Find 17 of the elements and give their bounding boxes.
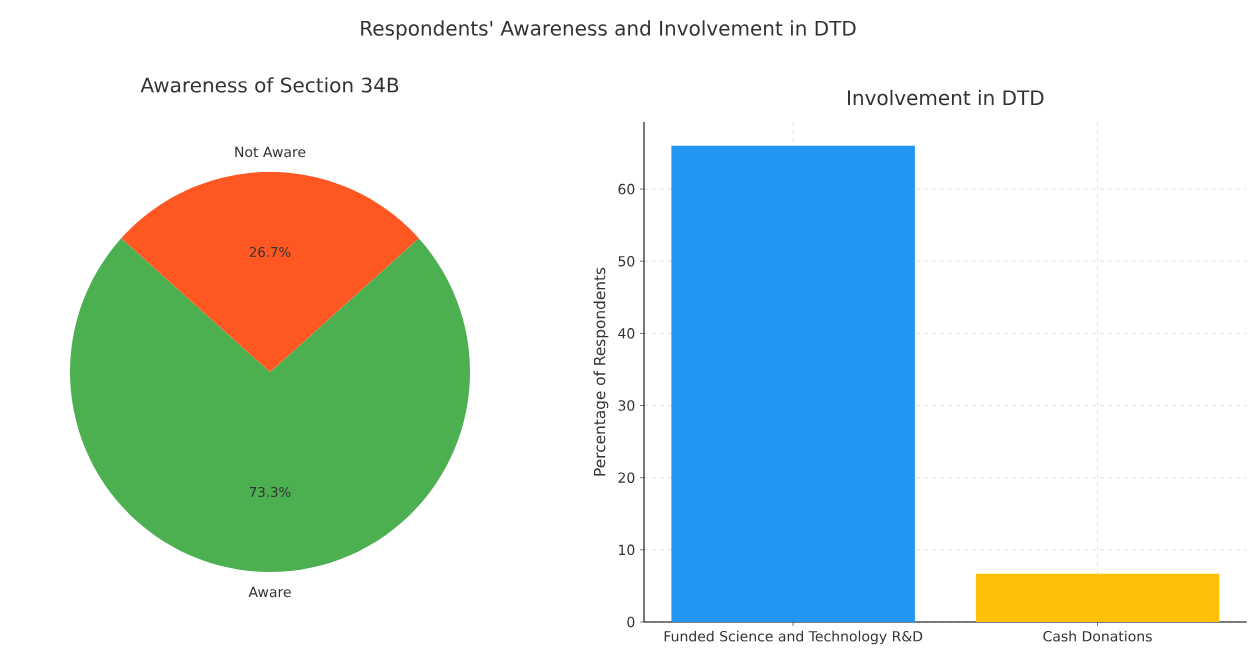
slice-label: Aware <box>248 586 291 598</box>
x-tick-label: Funded Science and Technology R&D <box>664 630 923 645</box>
y-tick-label: 10 <box>619 544 635 556</box>
text: Respondents' Awareness and Involvement in DTD <box>361 20 856 40</box>
slice-label: Not Aware <box>235 146 306 158</box>
y-tick-label: 30 <box>618 400 635 411</box>
data-label: 73.3% <box>249 486 291 498</box>
y-axis-title: Percentage of Respondents <box>593 267 609 476</box>
chart-title: Awareness of Section 34B <box>140 77 399 93</box>
y-tick-label: 0 <box>627 616 635 628</box>
y-tick-label: 50 <box>618 255 635 267</box>
data-label: 26.7% <box>249 246 291 258</box>
chart-title: Involvement in DTD <box>848 89 1044 106</box>
y-tick-label: 60 <box>618 183 635 195</box>
y-tick-label: 20 <box>618 472 635 483</box>
y-tick-label: 40 <box>618 328 635 339</box>
x-tick-label: Cash Donations <box>1043 630 1152 642</box>
